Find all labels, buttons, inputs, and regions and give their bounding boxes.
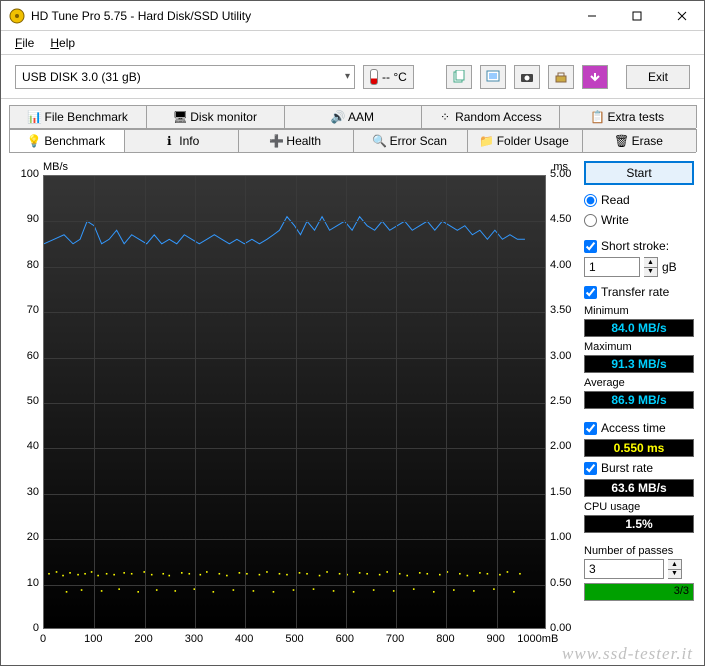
progress-bar: 3/3 — [584, 583, 694, 601]
passes-input[interactable]: 3 — [584, 559, 664, 579]
write-radio[interactable] — [584, 214, 597, 227]
screenshot-button[interactable] — [514, 65, 540, 89]
tab-benchmark[interactable]: 💡Benchmark — [9, 129, 125, 152]
benchmark-chart: MB/s ms 01020304050607080901000.000.501.… — [11, 161, 576, 657]
passes-spinner[interactable]: ▲▼ — [668, 559, 682, 579]
temperature-display: -- °C — [363, 65, 414, 89]
tab-aam[interactable]: 🔊AAM — [284, 105, 422, 128]
menu-help[interactable]: Help — [42, 34, 83, 52]
tabs-row-bottom: 💡Benchmark ℹInfo ➕Health 🔍Error Scan 📁Fo… — [9, 129, 696, 153]
folder-icon: 📁 — [481, 135, 493, 147]
minimum-label: Minimum — [584, 305, 694, 317]
progress-text: 3/3 — [674, 585, 689, 597]
random-icon: ⁘ — [439, 111, 451, 123]
benchmark-icon: 💡 — [28, 135, 40, 147]
erase-icon: 🗑 — [616, 135, 628, 147]
tab-info[interactable]: ℹInfo — [124, 129, 240, 152]
info-icon: ℹ — [163, 135, 175, 147]
tab-file-benchmark[interactable]: 📊File Benchmark — [9, 105, 147, 128]
tab-erase[interactable]: 🗑Erase — [582, 129, 698, 152]
save-button[interactable] — [582, 65, 608, 89]
disk-select-value: USB DISK 3.0 (31 gB) — [22, 70, 141, 84]
tab-extra-tests[interactable]: 📋Extra tests — [559, 105, 697, 128]
file-benchmark-icon: 📊 — [29, 111, 41, 123]
y-left-unit: MB/s — [43, 161, 68, 173]
app-icon — [9, 8, 25, 24]
passes-label: Number of passes — [584, 545, 694, 557]
temperature-value: -- °C — [382, 70, 407, 84]
titlebar: HD Tune Pro 5.75 - Hard Disk/SSD Utility — [1, 1, 704, 31]
copy-screenshot-button[interactable] — [480, 65, 506, 89]
tabs-row-top: 📊File Benchmark 🖥Disk monitor 🔊AAM ⁘Rand… — [9, 105, 696, 129]
extra-icon: 📋 — [591, 111, 603, 123]
health-icon: ➕ — [270, 135, 282, 147]
speaker-icon: 🔊 — [332, 111, 344, 123]
tab-disk-monitor[interactable]: 🖥Disk monitor — [146, 105, 284, 128]
content-area: MB/s ms 01020304050607080901000.000.501.… — [1, 153, 704, 665]
options-button[interactable] — [548, 65, 574, 89]
short-stroke-input[interactable]: 1 — [584, 257, 640, 277]
access-time-checkbox[interactable] — [584, 422, 597, 435]
chart-plot-area — [43, 175, 546, 629]
tab-random-access[interactable]: ⁘Random Access — [421, 105, 559, 128]
maximize-button[interactable] — [614, 1, 659, 30]
close-button[interactable] — [659, 1, 704, 30]
maximum-label: Maximum — [584, 341, 694, 353]
burst-rate-value: 63.6 MB/s — [584, 479, 694, 497]
side-panel: Start Read Write Short stroke: 1 ▲▼ gB T… — [584, 161, 694, 657]
tab-health[interactable]: ➕Health — [238, 129, 354, 152]
start-button[interactable]: Start — [584, 161, 694, 185]
average-label: Average — [584, 377, 694, 389]
average-value: 86.9 MB/s — [584, 391, 694, 409]
tab-error-scan[interactable]: 🔍Error Scan — [353, 129, 469, 152]
copy-info-button[interactable] — [446, 65, 472, 89]
minimum-value: 84.0 MB/s — [584, 319, 694, 337]
chevron-down-icon: ▾ — [345, 71, 350, 82]
short-stroke-spinner[interactable]: ▲▼ — [644, 257, 658, 277]
menu-file[interactable]: File — [7, 34, 42, 52]
tab-folder-usage[interactable]: 📁Folder Usage — [467, 129, 583, 152]
menubar: File Help — [1, 31, 704, 55]
cpu-usage-value: 1.5% — [584, 515, 694, 533]
monitor-icon: 🖥 — [174, 111, 186, 123]
exit-button[interactable]: Exit — [626, 65, 690, 89]
access-time-value: 0.550 ms — [584, 439, 694, 457]
short-stroke-checkbox[interactable] — [584, 240, 597, 253]
disk-select[interactable]: USB DISK 3.0 (31 gB) ▾ — [15, 65, 355, 89]
thermometer-icon — [370, 69, 378, 85]
burst-rate-checkbox[interactable] — [584, 462, 597, 475]
window-title: HD Tune Pro 5.75 - Hard Disk/SSD Utility — [31, 9, 569, 23]
scan-icon: 🔍 — [374, 135, 386, 147]
cpu-usage-label: CPU usage — [584, 501, 694, 513]
toolbar: USB DISK 3.0 (31 gB) ▾ -- °C Exit — [1, 55, 704, 99]
transfer-rate-checkbox[interactable] — [584, 286, 597, 299]
maximum-value: 91.3 MB/s — [584, 355, 694, 373]
minimize-button[interactable] — [569, 1, 614, 30]
app-window: HD Tune Pro 5.75 - Hard Disk/SSD Utility… — [0, 0, 705, 666]
read-radio[interactable] — [584, 194, 597, 207]
